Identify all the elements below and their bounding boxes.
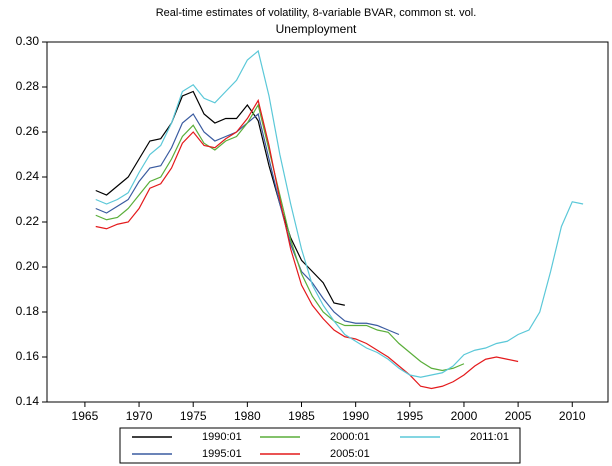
x-tick-label: 1980 [234,409,261,423]
x-tick-label: 2010 [559,409,586,423]
x-tick-label: 1965 [72,409,99,423]
series-line [95,49,584,378]
x-tick-label: 1975 [180,409,207,423]
legend-box [119,427,521,464]
y-tick-label: 0.30 [16,34,40,48]
y-tick-label: 0.18 [16,304,40,318]
y-tick-label: 0.16 [16,349,40,363]
series-line [95,90,345,306]
legend-label: 1990:01 [202,431,242,443]
legend-label: 2005:01 [330,448,370,460]
x-tick-label: 1995 [396,409,423,423]
legend-label: 1995:01 [202,448,242,460]
legend-label: 2000:01 [330,431,370,443]
y-tick-label: 0.26 [16,124,40,138]
x-tick-label: 2000 [451,409,478,423]
series-line [95,98,519,390]
series-line [95,112,400,336]
x-tick-label: 1970 [126,409,153,423]
plot-frame [46,41,609,403]
chart-title: Real-time estimates of volatility, 8-var… [156,7,477,19]
y-tick-label: 0.20 [16,259,40,273]
x-tick-label: 1990 [342,409,369,423]
x-tick-label: 1985 [288,409,315,423]
legend-label: 2011:01 [470,431,509,443]
series-line [95,103,465,372]
y-tick-label: 0.28 [16,79,40,93]
chart-subtitle: Unemployment [276,22,357,36]
y-tick-label: 0.14 [16,394,40,408]
y-tick-label: 0.22 [16,214,40,228]
y-tick-label: 0.24 [16,169,40,183]
x-tick-label: 2005 [505,409,532,423]
